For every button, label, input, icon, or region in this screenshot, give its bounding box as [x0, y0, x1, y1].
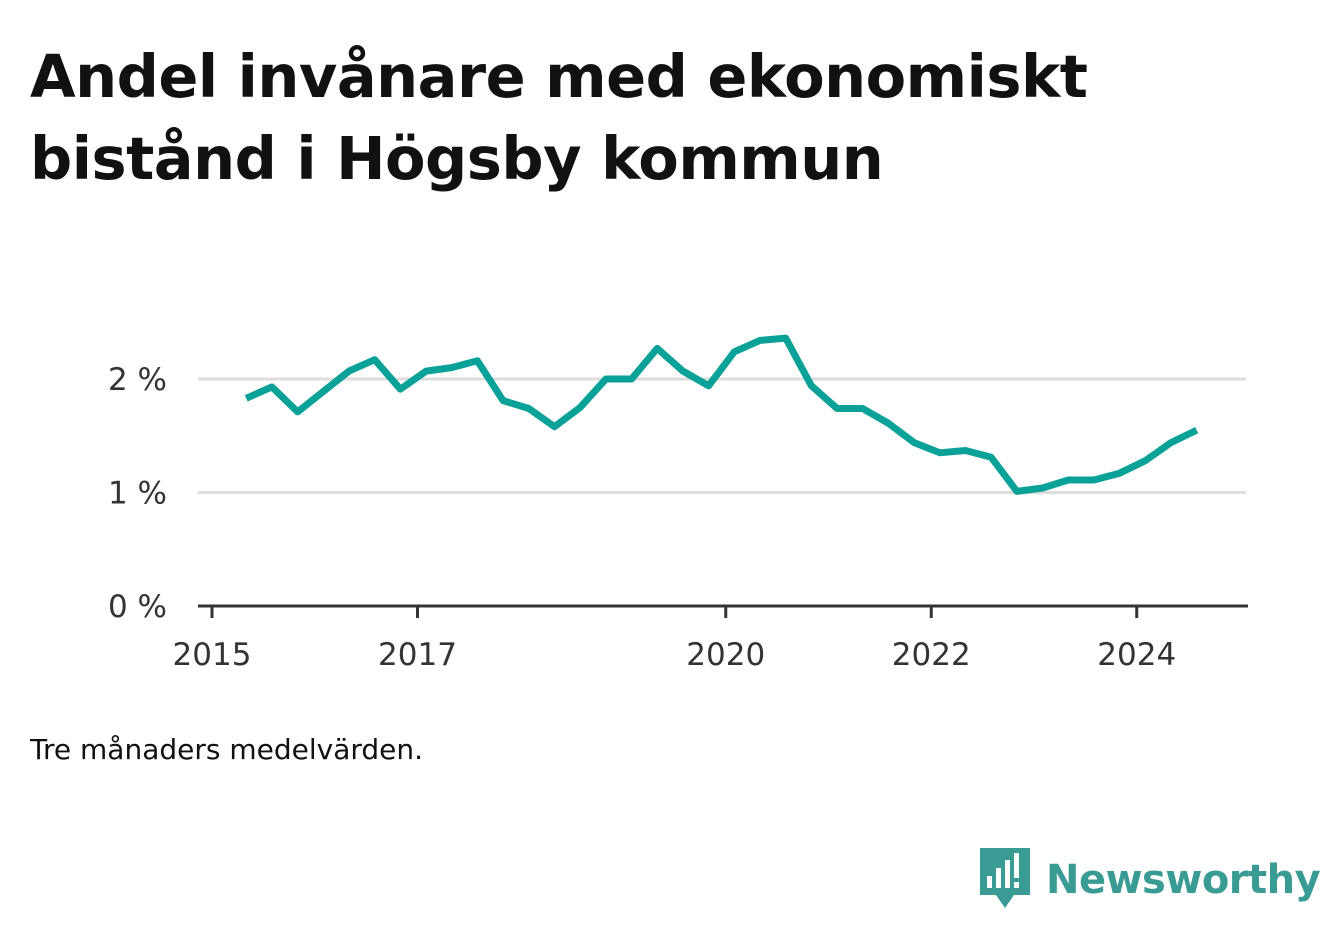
chart-title: Andel invånare med ekonomiskt bistånd i … — [30, 42, 1088, 193]
data-point — [628, 375, 636, 383]
x-axis-ticks — [210, 606, 1139, 618]
x-tick-label: 2024 — [1097, 637, 1176, 673]
data-point — [962, 447, 970, 455]
data-point — [396, 385, 404, 393]
data-point — [345, 367, 353, 375]
data-point — [294, 408, 302, 416]
data-point — [525, 405, 533, 413]
data-point — [653, 344, 661, 352]
data-point — [756, 336, 764, 344]
y-tick-label: 2 % — [108, 362, 167, 398]
y-axis-labels: 0 % 1 % 2 % — [108, 362, 167, 625]
data-point — [576, 403, 584, 411]
data-point — [884, 419, 892, 427]
data-point — [319, 387, 327, 395]
data-point — [782, 334, 790, 342]
data-point — [1193, 426, 1201, 434]
data-point — [1064, 476, 1072, 484]
data-point — [679, 367, 687, 375]
data-point — [242, 394, 250, 402]
data-point — [602, 375, 610, 383]
y-tick-label: 0 % — [108, 589, 167, 625]
x-axis-labels: 2015 2017 2020 2022 2024 — [173, 637, 1177, 673]
data-point — [936, 449, 944, 457]
data-point — [499, 397, 507, 405]
data-point — [1167, 439, 1175, 447]
x-tick-label: 2015 — [173, 637, 252, 673]
data-point — [551, 423, 559, 431]
data-point — [1013, 487, 1021, 495]
data-point — [268, 383, 276, 391]
data-points — [242, 334, 1200, 495]
data-point — [807, 382, 815, 390]
data-point — [910, 439, 918, 447]
data-point — [473, 357, 481, 365]
data-point — [1090, 476, 1098, 484]
x-tick-label: 2022 — [892, 637, 971, 673]
data-point — [1141, 457, 1149, 465]
data-point — [730, 348, 738, 356]
data-point — [371, 356, 379, 364]
y-tick-label: 1 % — [108, 476, 167, 512]
data-point — [1039, 484, 1047, 492]
x-tick-label: 2017 — [378, 637, 457, 673]
chat-bar-chart-icon — [980, 848, 1030, 908]
data-point — [422, 367, 430, 375]
chart-caption: Tre månaders medelvärden. — [30, 733, 424, 766]
data-point — [859, 405, 867, 413]
data-point — [987, 453, 995, 461]
data-point — [705, 382, 713, 390]
data-point — [1116, 469, 1124, 477]
gridlines — [198, 377, 1246, 494]
data-point — [833, 405, 841, 413]
data-point — [448, 364, 456, 372]
x-tick-label: 2020 — [686, 637, 765, 673]
newsworthy-logo: Newsworthy — [980, 848, 1321, 912]
data-series-line — [244, 334, 1199, 495]
brand-name: Newsworthy — [1046, 857, 1321, 903]
